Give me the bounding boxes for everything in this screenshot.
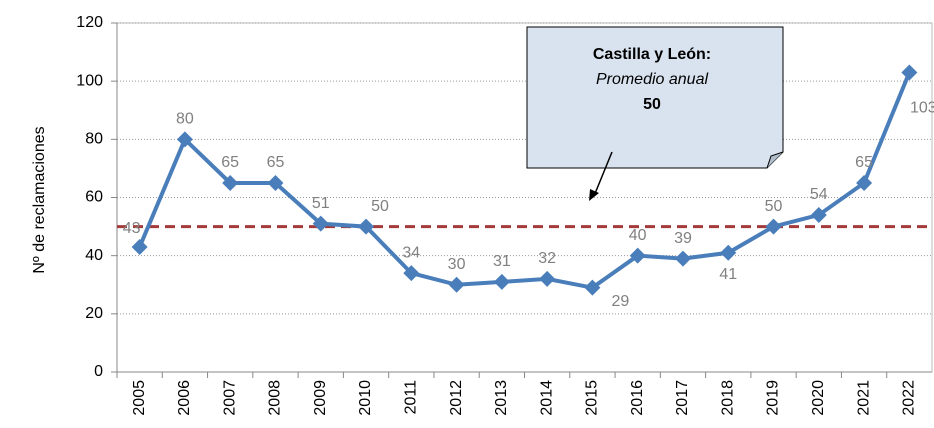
value-label: 30 xyxy=(448,256,466,273)
callout-fold xyxy=(766,151,784,169)
callout-title: Castilla y León: xyxy=(593,46,711,63)
x-tick-label: 2007 xyxy=(221,380,238,416)
x-tick-label: 2011 xyxy=(403,380,420,415)
value-label: 50 xyxy=(371,198,389,215)
x-tick-label: 2009 xyxy=(312,380,329,416)
value-label: 31 xyxy=(493,253,511,270)
x-tick-label: 2015 xyxy=(584,380,601,416)
marker xyxy=(584,279,601,296)
y-tick-label: 100 xyxy=(76,72,103,89)
marker xyxy=(810,206,827,223)
y-tick-label: 120 xyxy=(76,14,103,31)
value-label: 51 xyxy=(312,195,330,212)
value-label: 40 xyxy=(629,227,647,244)
x-tick-label: 2018 xyxy=(719,380,736,416)
marker xyxy=(674,250,691,267)
value-label: 80 xyxy=(176,111,194,128)
callout-arrowhead xyxy=(589,189,599,201)
x-tick-label: 2008 xyxy=(267,380,284,416)
marker xyxy=(539,270,556,287)
callout-subtitle: Promedio anual xyxy=(596,71,709,88)
y-tick-label: 0 xyxy=(94,363,103,380)
value-label: 39 xyxy=(674,230,692,247)
marker xyxy=(222,174,239,191)
x-tick-label: 2010 xyxy=(357,380,374,416)
value-label: 54 xyxy=(810,186,828,203)
x-tick-label: 2017 xyxy=(674,380,691,416)
marker xyxy=(720,244,737,261)
marker xyxy=(856,174,873,191)
x-tick-label: 2013 xyxy=(493,380,510,416)
marker xyxy=(901,64,918,81)
callout-arrow xyxy=(593,151,613,197)
x-tick-label: 2014 xyxy=(538,380,555,416)
marker xyxy=(629,247,646,264)
x-tick-label: 2016 xyxy=(629,380,646,416)
value-label: 50 xyxy=(765,198,783,215)
marker xyxy=(131,238,148,255)
marker xyxy=(358,218,375,235)
x-tick-label: 2012 xyxy=(448,380,465,416)
y-tick-label: 20 xyxy=(85,305,103,322)
value-label: 34 xyxy=(402,244,420,261)
value-label: 29 xyxy=(612,293,630,310)
value-label: 65 xyxy=(221,154,239,171)
x-tick-label: 2020 xyxy=(810,380,827,416)
x-tick-label: 2022 xyxy=(901,380,918,416)
value-label: 41 xyxy=(719,266,737,283)
value-label: 43 xyxy=(123,220,141,237)
callout-value: 50 xyxy=(643,96,661,113)
y-tick-label: 80 xyxy=(85,131,103,148)
marker xyxy=(312,215,329,232)
marker xyxy=(267,174,284,191)
x-tick-label: 2005 xyxy=(131,380,148,416)
x-tick-label: 2021 xyxy=(855,380,872,416)
callout: Castilla y León: Promedio anual 50 xyxy=(526,26,784,201)
y-tick-label: 40 xyxy=(85,247,103,264)
marker xyxy=(403,265,420,282)
value-label: 32 xyxy=(538,250,556,267)
value-label: 65 xyxy=(855,154,873,171)
value-label: 65 xyxy=(267,154,285,171)
marker xyxy=(448,276,465,293)
x-tick-label: 2019 xyxy=(765,380,782,416)
marker xyxy=(176,131,193,148)
marker xyxy=(765,218,782,235)
y-axis-label: Nº de reclamaciones xyxy=(31,126,48,273)
marker xyxy=(493,273,510,290)
value-label: 103 xyxy=(910,100,934,117)
y-tick-label: 60 xyxy=(85,189,103,206)
x-tick-label: 2006 xyxy=(176,380,193,416)
